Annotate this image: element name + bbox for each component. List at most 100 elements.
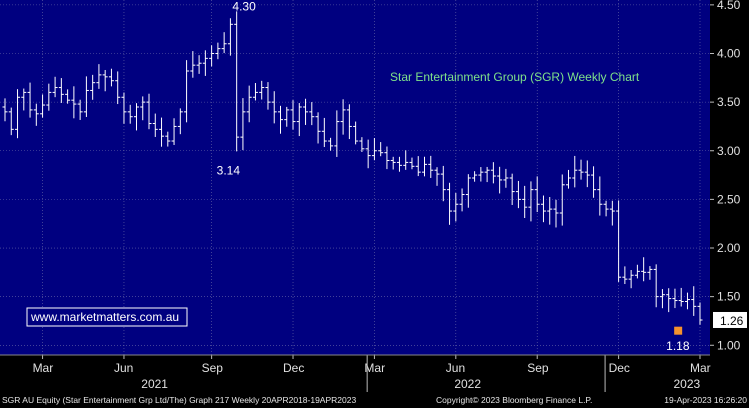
ohlc-bar xyxy=(478,167,484,182)
ohlc-bar xyxy=(522,185,528,218)
annotation-label: 1.18 xyxy=(666,339,690,353)
ohlc-bar xyxy=(540,195,546,223)
ohlc-bar xyxy=(666,288,672,313)
x-tick-label: Dec xyxy=(283,361,304,375)
ohlc-bar xyxy=(265,82,271,110)
ohlc-bar xyxy=(334,110,340,157)
ohlc-bar xyxy=(515,180,521,209)
ohlc-bar xyxy=(672,288,678,309)
x-tick-label: Mar xyxy=(690,361,711,375)
ohlc-bar xyxy=(390,156,396,170)
annotation-label: 3.14 xyxy=(217,164,241,178)
ohlc-bar xyxy=(628,269,634,289)
y-tick-label: 1.00 xyxy=(717,338,741,352)
ohlc-bar xyxy=(328,137,334,151)
ohlc-bar xyxy=(271,91,277,124)
year-label: 2023 xyxy=(673,377,700,391)
y-tick-label: 3.00 xyxy=(717,144,741,158)
ohlc-bar xyxy=(159,117,165,147)
ohlc-bar xyxy=(547,197,553,225)
ohlc-bar xyxy=(165,131,171,147)
ohlc-bar xyxy=(622,266,628,285)
ohlc-bar xyxy=(21,88,27,111)
ohlc-bar xyxy=(447,182,453,225)
ohlc-bar xyxy=(277,105,283,134)
ohlc-bar xyxy=(96,64,102,89)
ohlc-bar xyxy=(534,176,540,213)
ohlc-bar xyxy=(252,83,258,101)
footer-timestamp: 19-Apr-2023 16:26:20 xyxy=(664,395,747,405)
ohlc-bar xyxy=(484,166,490,183)
year-label: 2021 xyxy=(141,377,168,391)
ohlc-bar xyxy=(315,112,321,144)
last-value-tag: 1.26 xyxy=(713,311,747,328)
ohlc-bar xyxy=(177,108,183,135)
time-axis-background xyxy=(0,355,710,393)
ohlc-bar xyxy=(597,176,603,216)
ohlc-bar xyxy=(490,162,496,184)
last-value-label: 1.26 xyxy=(720,314,744,328)
ohlc-bar xyxy=(353,121,359,145)
ohlc-bar xyxy=(396,156,402,172)
ohlc-bar xyxy=(108,68,114,87)
ohlc-bar xyxy=(634,264,640,279)
ohlc-bar xyxy=(90,74,96,100)
ohlc-bar xyxy=(465,174,471,208)
ohlc-bar xyxy=(152,113,158,137)
ohlc-bar xyxy=(584,160,590,188)
ohlc-bar xyxy=(221,32,227,54)
ohlc-bar xyxy=(578,159,584,180)
ohlc-bar xyxy=(33,103,39,126)
y-tick-label: 1.50 xyxy=(717,290,741,304)
y-tick-label: 3.50 xyxy=(717,95,741,109)
ohlc-bar xyxy=(616,200,622,282)
y-tick-label: 2.00 xyxy=(717,241,741,255)
ohlc-bar xyxy=(40,94,46,118)
ohlc-bar xyxy=(459,188,465,212)
ohlc-bar xyxy=(46,83,52,111)
ohlc-bar xyxy=(83,76,89,117)
y-tick-label: 4.00 xyxy=(717,46,741,60)
ohlc-bar xyxy=(52,76,58,98)
ohlc-bar xyxy=(121,92,127,124)
ohlc-bar xyxy=(227,18,233,56)
ohlc-bar xyxy=(653,264,659,308)
ohlc-bar xyxy=(378,142,384,157)
y-tick-label: 2.50 xyxy=(717,192,741,206)
ohlc-bar xyxy=(240,98,246,151)
ohlc-bar xyxy=(403,150,409,170)
footer-bar: SGR AU Equity (Star Entertainment Grp Lt… xyxy=(0,393,749,408)
ohlc-bar xyxy=(190,51,196,78)
ohlc-bar xyxy=(409,157,415,170)
x-tick-label: Jun xyxy=(446,361,465,375)
ohlc-bar xyxy=(71,86,77,119)
footer-left: SGR AU Equity (Star Entertainment Grp Lt… xyxy=(2,395,357,405)
ohlc-bar xyxy=(434,167,440,186)
y-tick-label: 4.50 xyxy=(717,0,741,12)
ohlc-bar xyxy=(215,42,221,60)
ohlc-bar xyxy=(566,169,572,189)
ohlc-bar xyxy=(284,106,290,127)
ohlc-bar xyxy=(259,80,265,100)
ohlc-bar xyxy=(196,55,202,74)
ohlc-bar xyxy=(27,82,33,118)
ohlc-bar xyxy=(102,69,108,92)
ohlc-bar xyxy=(171,118,177,145)
ohlc-bar xyxy=(77,99,83,120)
gridlines xyxy=(0,0,710,355)
x-tick-label: Sep xyxy=(527,361,549,375)
x-axis: Mar Jun Sep Dec Mar Jun Sep Dec Mar 2021 2022 2023 xyxy=(0,354,711,392)
ohlc-bar xyxy=(296,103,302,137)
chart-title: Star Entertainment Group (SGR) Weekly Ch… xyxy=(390,70,640,84)
ohlc-bar xyxy=(684,292,690,310)
ohlc-bar xyxy=(127,104,133,124)
footer-copyright: Copyright© 2023 Bloomberg Finance L.P. xyxy=(436,395,593,405)
ohlc-bar xyxy=(528,181,534,222)
x-tick-label: Mar xyxy=(33,361,54,375)
x-tick-label: Mar xyxy=(364,361,385,375)
ohlc-bar xyxy=(303,98,309,125)
ohlc-bar xyxy=(472,171,478,182)
ohlc-bar xyxy=(290,100,296,130)
ohlc-bar xyxy=(572,155,578,188)
